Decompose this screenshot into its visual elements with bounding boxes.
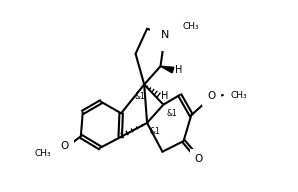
Text: H: H xyxy=(176,65,183,75)
Text: H: H xyxy=(161,91,168,101)
Polygon shape xyxy=(161,66,174,73)
Text: &1: &1 xyxy=(149,127,160,136)
Text: CH₃: CH₃ xyxy=(182,22,199,31)
Text: O: O xyxy=(207,91,215,101)
Text: N: N xyxy=(161,30,169,40)
Text: CH₃: CH₃ xyxy=(231,92,247,100)
Text: &1: &1 xyxy=(166,109,177,118)
Text: CH₃: CH₃ xyxy=(35,149,51,158)
Text: O: O xyxy=(60,141,69,151)
Text: &1: &1 xyxy=(135,92,146,101)
Text: O: O xyxy=(195,154,203,164)
